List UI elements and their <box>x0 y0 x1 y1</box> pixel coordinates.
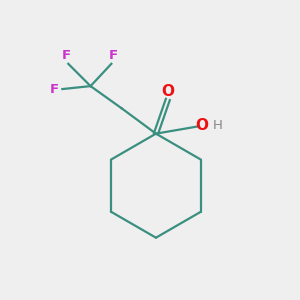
Text: F: F <box>62 49 71 62</box>
Text: O: O <box>161 84 174 99</box>
Text: F: F <box>108 49 117 62</box>
Text: O: O <box>195 118 208 133</box>
Text: H: H <box>213 119 223 132</box>
Text: F: F <box>50 82 58 96</box>
